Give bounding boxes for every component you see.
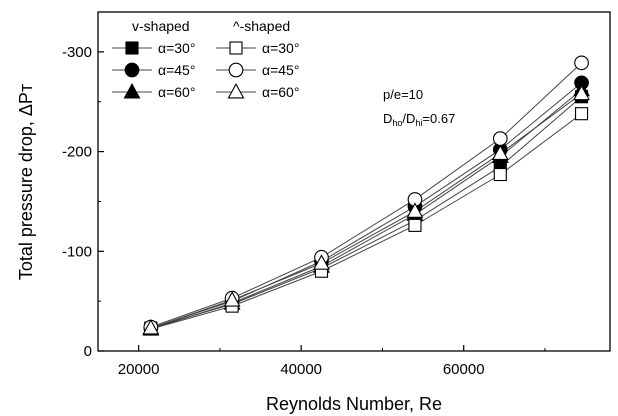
series-markers	[144, 107, 589, 336]
data-point	[492, 131, 508, 146]
series-line	[150, 62, 582, 328]
legend-entry: α=30°	[112, 40, 195, 56]
data-point	[493, 167, 507, 182]
series-markers	[143, 75, 589, 336]
series-line	[150, 96, 582, 329]
legend-marker	[228, 62, 244, 78]
legend-label: α=60°	[262, 84, 299, 100]
data-point	[573, 84, 590, 101]
series-shaped-triangle	[150, 93, 582, 329]
legend-entry: α=60°	[216, 82, 299, 100]
legend-marker	[125, 41, 139, 55]
series-line	[150, 89, 582, 330]
annotation-pitch-ratio: p/e=10	[383, 87, 423, 102]
legend-group-header: ^-shaped	[233, 18, 290, 34]
legend-group-header: v-shaped	[132, 18, 190, 34]
series-vshaped-triangle	[150, 89, 582, 330]
data-point	[408, 218, 422, 232]
legend-label: α=60°	[158, 84, 195, 100]
ratio-prefix: D	[383, 111, 392, 126]
series-line	[150, 82, 582, 329]
series-layer	[142, 55, 590, 336]
ratio-mid: /D	[402, 111, 415, 126]
series-markers	[144, 90, 589, 335]
y-axis-title: Total pressure drop, ΔPᴛ	[16, 84, 36, 280]
series-shaped-circle	[150, 62, 582, 328]
series-vshaped-square	[150, 96, 582, 329]
y-tick-label: 0	[84, 343, 92, 360]
legend: v-shaped ^-shaped α=30° α=45° α=60° α=30° α=45…	[112, 18, 299, 100]
x-axis-title: Reynolds Number, Re	[266, 394, 442, 414]
data-point	[491, 144, 509, 161]
legend-marker	[123, 82, 141, 99]
x-axis-ticks: 20000 40000 60000	[118, 345, 546, 378]
legend-label: α=45°	[262, 62, 299, 78]
series-markers	[143, 55, 589, 335]
series-shaped-square	[150, 113, 582, 330]
series-markers	[142, 80, 590, 336]
y-tick-label: -100	[62, 243, 92, 260]
legend-entry: α=60°	[112, 82, 195, 100]
x-tick-label: 60000	[443, 361, 485, 378]
y-tick-label: -300	[62, 44, 92, 61]
data-point	[574, 55, 589, 71]
legend-label: α=30°	[262, 40, 299, 56]
x-tick-label: 40000	[280, 361, 322, 378]
x-tick-label: 20000	[118, 361, 160, 378]
legend-entry: α=45°	[112, 62, 195, 78]
plot-frame	[97, 11, 611, 352]
legend-label: α=30°	[158, 40, 195, 56]
legend-entry: α=30°	[216, 40, 299, 56]
legend-entry: α=45°	[216, 62, 299, 78]
y-tick-label: -200	[62, 144, 92, 161]
ratio-value: =0.67	[422, 111, 455, 126]
y-axis-ticks: 0 -100 -200 -300	[62, 44, 104, 360]
series-line	[150, 93, 582, 329]
data-point	[223, 291, 241, 307]
data-point	[406, 202, 424, 218]
series-vshaped-circle	[150, 82, 582, 329]
annotation-diameter-ratio: Dho/Dhi=0.67	[383, 111, 455, 128]
legend-marker	[124, 62, 140, 78]
series-markers	[142, 84, 590, 335]
legend-marker	[229, 41, 243, 55]
legend-label: α=45°	[158, 62, 195, 78]
legend-marker	[227, 82, 245, 99]
data-point	[575, 107, 589, 121]
data-point	[313, 254, 330, 270]
series-line	[150, 113, 582, 330]
ratio-sub-hi: hi	[415, 118, 422, 128]
ratio-sub-ho: ho	[392, 118, 402, 128]
data-point	[142, 319, 160, 335]
